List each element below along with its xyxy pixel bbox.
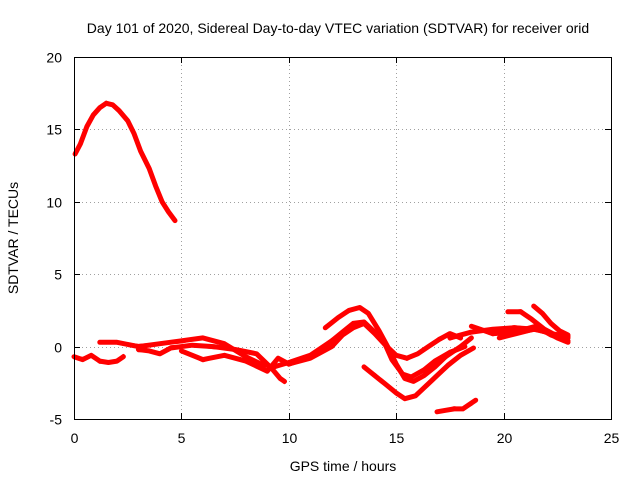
x-tick-label: 0 — [71, 430, 79, 446]
series-arc-4-spread — [136, 343, 286, 385]
x-tick-label: 25 — [604, 430, 620, 446]
series-arc-12-spread — [506, 309, 570, 340]
data-series — [71, 100, 571, 415]
y-tick-label: 5 — [54, 267, 62, 283]
series-arc-6-spread — [323, 305, 473, 384]
series-arc-1-spread — [73, 100, 177, 221]
y-axis-label: SDTVAR / TECUs — [5, 182, 21, 294]
x-tick-label: 20 — [497, 430, 513, 446]
y-tick-label: 0 — [54, 340, 62, 356]
series-arc-8-spread — [435, 398, 478, 413]
y-tick-label: 20 — [46, 50, 62, 66]
series-arc-13-spread — [532, 304, 570, 338]
series-arc-7-spread — [362, 347, 475, 400]
y-tick-label: 15 — [46, 122, 62, 138]
grid — [74, 57, 611, 419]
x-tick-label: 10 — [282, 430, 298, 446]
chart-title: Day 101 of 2020, Sidereal Day-to-day VTE… — [87, 20, 589, 36]
series-arc-2-spread — [72, 353, 125, 364]
x-axis-label: GPS time / hours — [290, 458, 397, 474]
y-tick-label: -5 — [50, 412, 63, 428]
plot-frame — [74, 57, 612, 420]
y-tick-label: 10 — [46, 195, 62, 211]
x-tick-label: 15 — [389, 430, 405, 446]
series-arc-11-spread — [497, 328, 570, 343]
series-arc-3-spread — [98, 319, 463, 370]
axis-ticks: 0 5 10 15 20 25 -5 0 5 10 15 20 — [46, 50, 619, 447]
series-arc-5-spread — [179, 323, 467, 380]
x-tick-label: 5 — [178, 430, 186, 446]
